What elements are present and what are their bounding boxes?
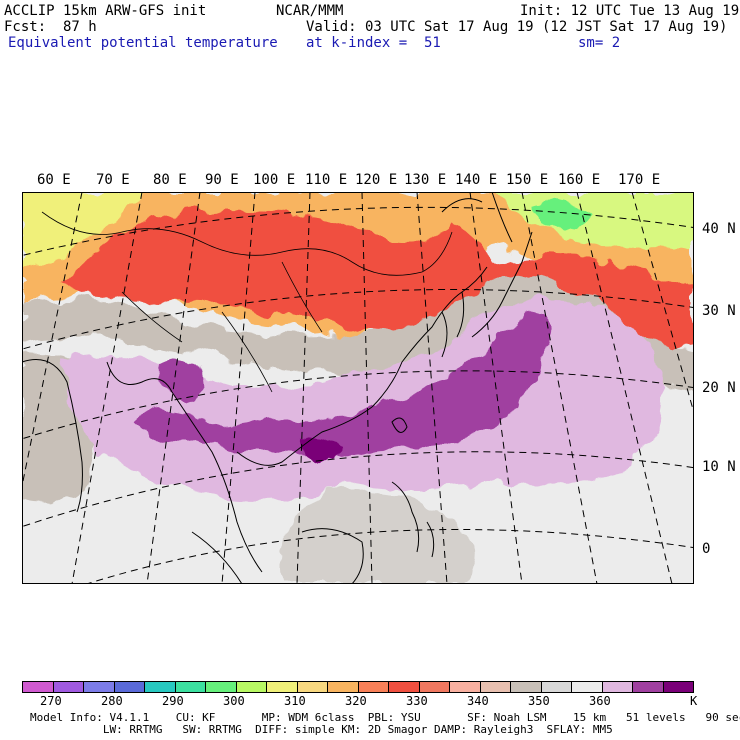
lat-label-10n: 10 N bbox=[702, 459, 736, 475]
colorbar-tick-360: 360 bbox=[589, 694, 611, 708]
model-info-line-2: LW: RRTMG SW: RRTMG DIFF: simple KM: 2D … bbox=[30, 723, 613, 736]
parallel-20n bbox=[22, 370, 694, 440]
lon-label-70e: 70 E bbox=[96, 172, 130, 188]
colorbar-tick-310: 310 bbox=[284, 694, 306, 708]
coast-korea bbox=[441, 291, 465, 358]
colorbar-tick-330: 330 bbox=[406, 694, 428, 708]
colorbar-tick-320: 320 bbox=[345, 694, 367, 708]
meridian-80e bbox=[71, 192, 143, 584]
meridian-130e bbox=[416, 192, 448, 584]
valid-time: Valid: 03 UTC Sat 17 Aug 19 (12 JST Sat … bbox=[306, 19, 728, 35]
colorbar-unit: K bbox=[690, 694, 698, 708]
colorbar-swatch-21 bbox=[663, 682, 693, 692]
parallel-30n bbox=[22, 289, 694, 350]
colorbar-swatch-17 bbox=[541, 682, 572, 692]
level-index: at k-index = 51 bbox=[306, 35, 441, 51]
colorbar bbox=[22, 681, 694, 693]
lon-label-110e: 110 E bbox=[305, 172, 348, 188]
field-name: Equivalent potential temperature bbox=[8, 35, 278, 51]
lat-label-30n: 30 N bbox=[702, 303, 736, 319]
colorbar-swatch-16 bbox=[511, 682, 542, 692]
parallel-0 bbox=[84, 529, 694, 584]
meridian-140e bbox=[469, 192, 523, 584]
lon-label-120e: 120 E bbox=[355, 172, 398, 188]
graticule bbox=[22, 192, 694, 584]
colorbar-swatch-5 bbox=[175, 682, 206, 692]
colorbar-swatch-6 bbox=[206, 682, 237, 692]
lon-label-80e: 80 E bbox=[153, 172, 187, 188]
coast-indochina bbox=[171, 391, 373, 573]
lon-label-130e: 130 E bbox=[404, 172, 447, 188]
field-grey-south bbox=[280, 489, 474, 584]
lat-label-20n: 20 N bbox=[702, 380, 736, 396]
map-frame bbox=[22, 192, 694, 584]
meridian-160e bbox=[576, 192, 673, 584]
field-purple-core bbox=[132, 309, 552, 457]
meridian-150e bbox=[521, 192, 598, 584]
parallel-10n bbox=[22, 451, 694, 528]
equivalent-potential-temperature-map bbox=[22, 192, 694, 584]
smoothing-label: sm= 2 bbox=[578, 35, 621, 51]
field-red-band bbox=[62, 209, 694, 345]
init-time: Init: 12 UTC Tue 13 Aug 19 bbox=[520, 3, 740, 19]
colorbar-swatch-0 bbox=[23, 682, 54, 692]
coast-borneo bbox=[301, 528, 364, 584]
organization-label: NCAR/MMM bbox=[276, 3, 344, 19]
colorbar-tick-270: 270 bbox=[40, 694, 62, 708]
colorbar-tick-340: 340 bbox=[467, 694, 489, 708]
colorbar-swatch-12 bbox=[389, 682, 420, 692]
colorbar-swatch-1 bbox=[53, 682, 84, 692]
lat-label-40n: 40 N bbox=[702, 221, 736, 237]
meridian-70e bbox=[22, 192, 83, 489]
colorbar-swatch-19 bbox=[602, 682, 633, 692]
colorbar-swatch-13 bbox=[419, 682, 450, 692]
field-green-ne bbox=[532, 198, 592, 232]
colorbar-tick-290: 290 bbox=[162, 694, 184, 708]
colorbar-swatch-3 bbox=[114, 682, 145, 692]
coast-sumatra bbox=[191, 531, 243, 584]
lon-label-160e: 160 E bbox=[558, 172, 601, 188]
coast-india bbox=[22, 359, 173, 513]
colorbar-swatch-2 bbox=[84, 682, 115, 692]
lat-label-0: 0 bbox=[702, 541, 711, 557]
colorbar-swatch-10 bbox=[328, 682, 359, 692]
lon-label-150e: 150 E bbox=[506, 172, 549, 188]
lon-label-140e: 140 E bbox=[455, 172, 498, 188]
colorbar-swatch-11 bbox=[358, 682, 389, 692]
colorbar-swatch-8 bbox=[267, 682, 298, 692]
lon-label-100e: 100 E bbox=[253, 172, 296, 188]
coastlines bbox=[22, 192, 533, 584]
field-grey-band bbox=[22, 267, 694, 392]
meridian-100e bbox=[221, 192, 256, 584]
coast-philippines bbox=[391, 481, 435, 558]
model-info-line-1: Model Info: V4.1.1 CU: KF MP: WDM 6class… bbox=[30, 711, 740, 724]
field-deep-purple bbox=[301, 435, 342, 463]
meridian-120e bbox=[361, 192, 373, 584]
coast-japan bbox=[471, 231, 533, 338]
colorbar-swatch-9 bbox=[297, 682, 328, 692]
colorbar-swatch-18 bbox=[572, 682, 603, 692]
model-title: ACCLIP 15km ARW-GFS init bbox=[4, 3, 207, 19]
coast-russia bbox=[441, 192, 513, 243]
colorbar-swatch-4 bbox=[145, 682, 176, 692]
meridian-110e bbox=[296, 192, 311, 584]
lon-label-90e: 90 E bbox=[205, 172, 239, 188]
colorbar-swatch-14 bbox=[450, 682, 481, 692]
lon-label-60e: 60 E bbox=[37, 172, 71, 188]
forecast-hour: Fcst: 87 h bbox=[4, 19, 97, 35]
coast-china bbox=[371, 266, 488, 408]
borders bbox=[41, 211, 453, 393]
colorbar-swatch-7 bbox=[236, 682, 267, 692]
meridian-90e bbox=[146, 192, 201, 584]
colorbar-tick-280: 280 bbox=[101, 694, 123, 708]
colorbar-tick-300: 300 bbox=[223, 694, 245, 708]
colorbar-swatch-15 bbox=[480, 682, 511, 692]
colorbar-swatch-20 bbox=[633, 682, 664, 692]
coast-taiwan bbox=[391, 417, 408, 433]
lon-label-170e: 170 E bbox=[618, 172, 661, 188]
colorbar-tick-350: 350 bbox=[528, 694, 550, 708]
